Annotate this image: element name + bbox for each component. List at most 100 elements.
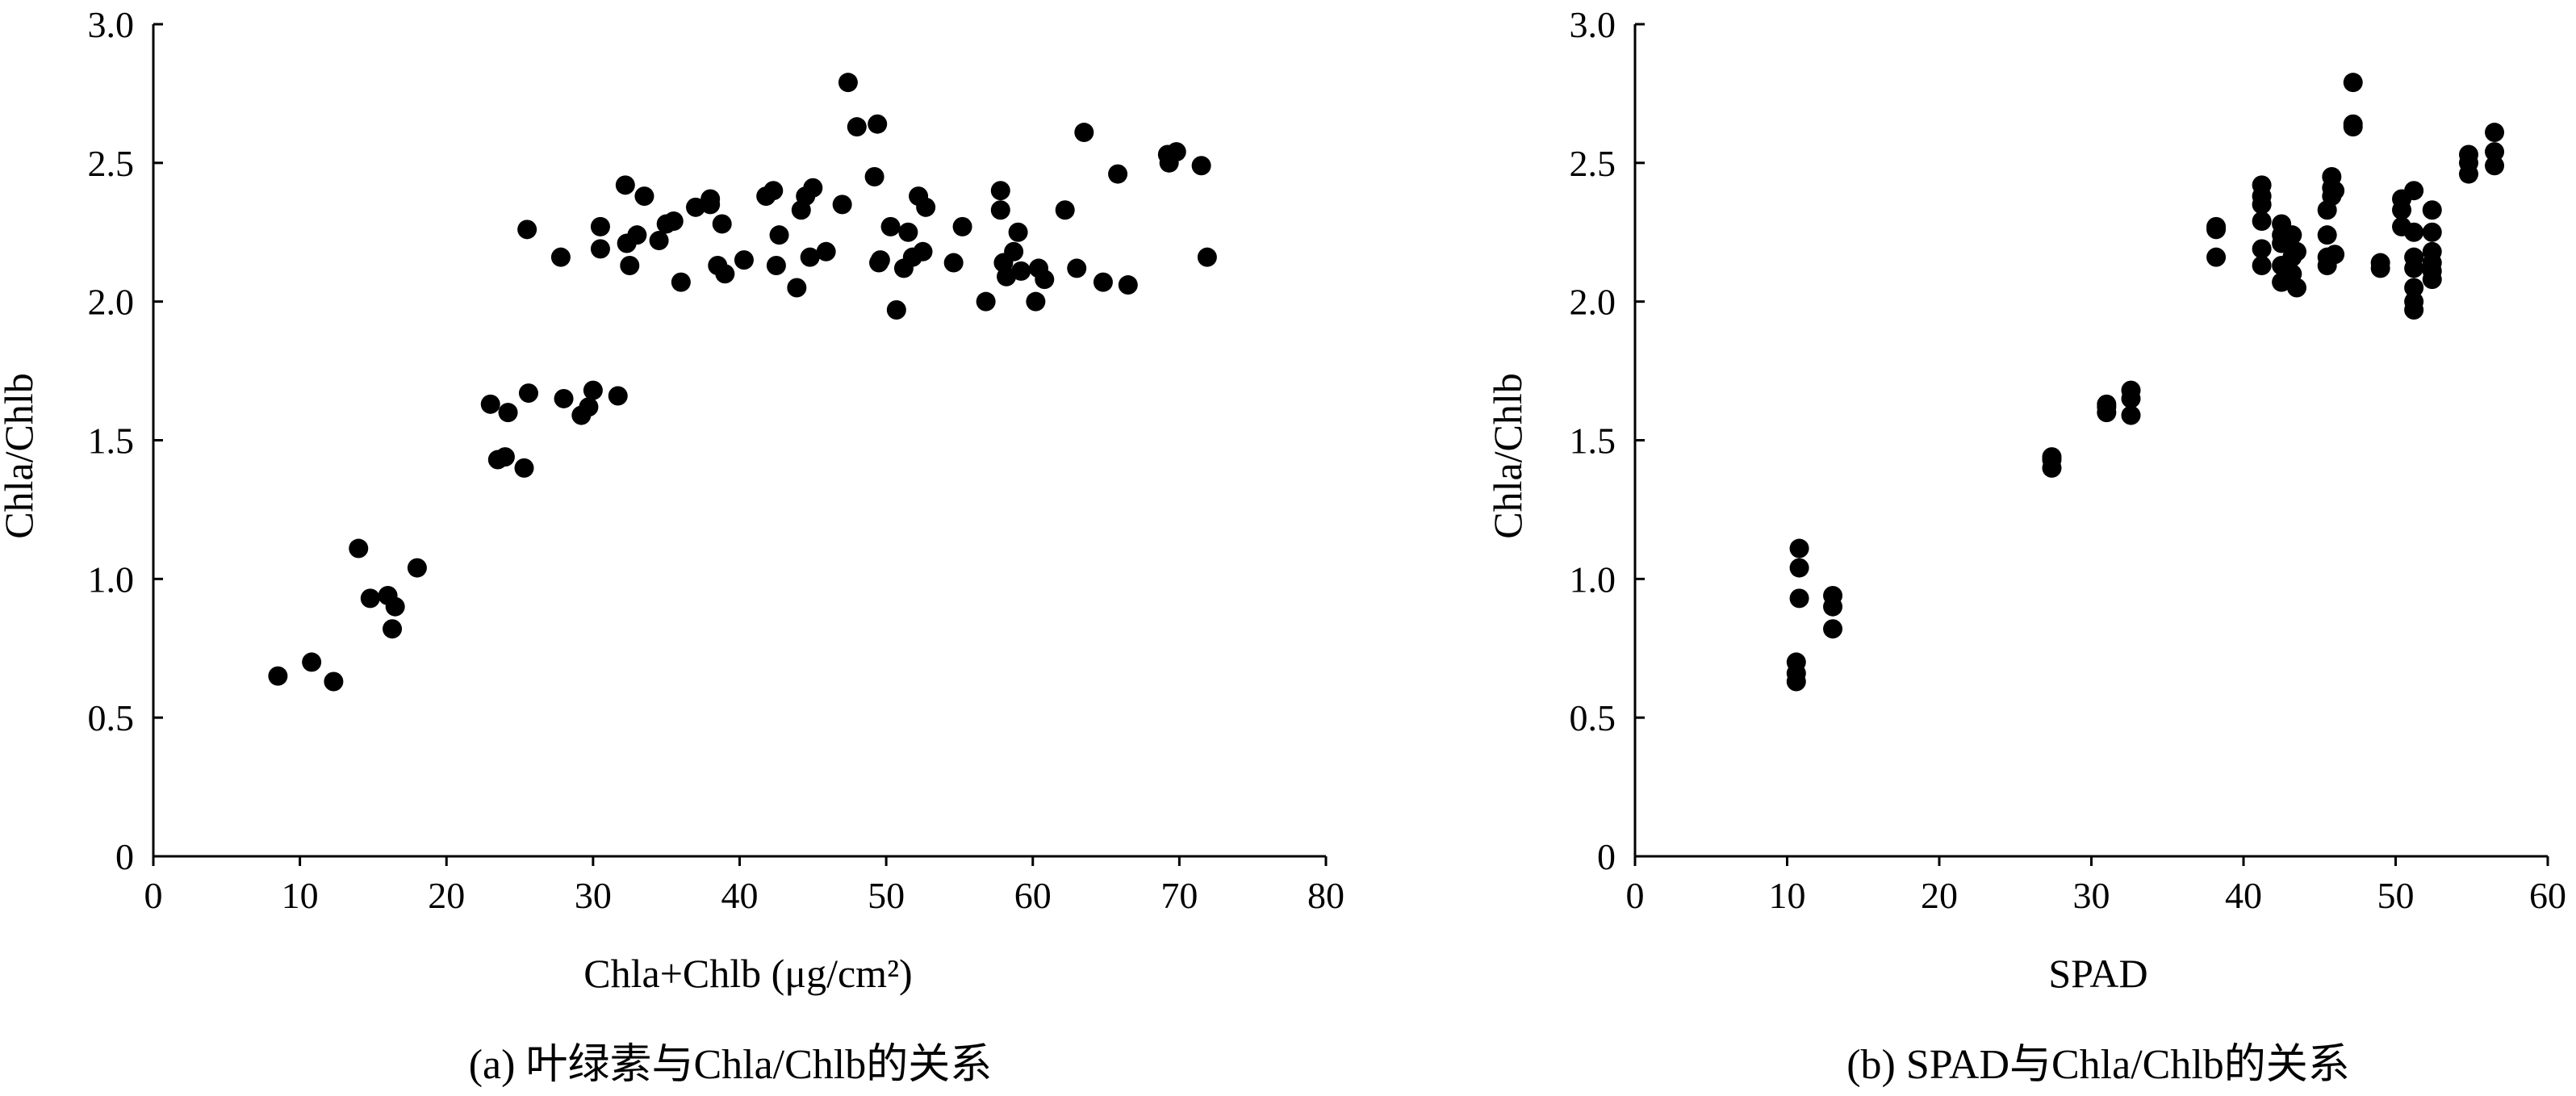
panel-b-scatter-chart: Chla/Chlb SPAD (b) SPAD与Chla/Chlb的关系 0 10… bbox=[1485, 4, 2566, 1088]
panel-a-y-tick-label: 0 bbox=[115, 836, 134, 877]
panel-a-data-point bbox=[495, 447, 515, 467]
panel-a-data-point bbox=[579, 397, 599, 417]
panel-b-x-axis-title: SPAD bbox=[2048, 951, 2147, 996]
panel-b-y-tick-label: 0 bbox=[1597, 836, 1616, 877]
panel-a-data-point bbox=[1197, 247, 1217, 267]
panel-a-y-tick-label: 0.5 bbox=[88, 697, 135, 738]
panel-a-data-point bbox=[686, 197, 706, 217]
panel-b-data-point bbox=[2370, 253, 2390, 273]
panel-b-data-point bbox=[2343, 73, 2363, 93]
panel-b-data-point bbox=[2121, 405, 2141, 425]
panel-b-data-point bbox=[2325, 245, 2345, 265]
panel-b-data-point bbox=[2422, 222, 2442, 242]
panel-a-data-point bbox=[898, 222, 918, 242]
panel-b-data-point bbox=[2206, 216, 2227, 236]
panel-b-data-point bbox=[2282, 225, 2302, 245]
panel-a-data-point bbox=[763, 181, 784, 201]
panel-a-data-point bbox=[385, 596, 405, 617]
panel-a-data-point bbox=[769, 225, 789, 245]
panel-a-data-point bbox=[1004, 241, 1024, 261]
panel-b-data-point bbox=[1786, 652, 1806, 672]
panel-a-data-point bbox=[302, 652, 322, 672]
panel-a-data-point bbox=[1093, 272, 1113, 292]
panel-a-y-tick-label: 2.0 bbox=[88, 282, 135, 323]
panel-b-y-tick-label: 1.0 bbox=[1570, 558, 1616, 600]
panel-b-data-point bbox=[1823, 585, 1843, 605]
panel-a-data-point bbox=[864, 167, 884, 187]
panel-a-data-point bbox=[514, 458, 534, 478]
panel-a-data-point bbox=[671, 272, 691, 292]
panel-a-data-point bbox=[615, 175, 635, 195]
panel-a-data-point bbox=[268, 666, 288, 686]
panel-b-data-point bbox=[2404, 247, 2424, 267]
panel-b-y-axis-title: Chla/Chlb bbox=[1485, 373, 1530, 539]
panel-b-data-point bbox=[2422, 241, 2442, 261]
panel-a-data-point bbox=[620, 255, 640, 275]
panel-a-data-point bbox=[360, 588, 380, 609]
panel-a-x-tick-label: 60 bbox=[1014, 875, 1052, 916]
panel-b-data-point bbox=[2317, 225, 2337, 245]
panel-a-data-point bbox=[663, 211, 684, 232]
panel-a-data-point bbox=[590, 239, 610, 259]
panel-b-data-point bbox=[2325, 181, 2345, 201]
panel-a-x-tick-label: 80 bbox=[1307, 875, 1344, 916]
panel-a-data-point bbox=[952, 216, 972, 236]
panel-a-data-point bbox=[997, 266, 1017, 287]
panel-a-data-point bbox=[712, 214, 732, 234]
panel-a-data-point bbox=[870, 250, 890, 270]
panel-a-x-tick-label: 70 bbox=[1160, 875, 1198, 916]
panel-b-data-point bbox=[2422, 200, 2442, 220]
panel-a-y-tick-label: 2.5 bbox=[88, 143, 135, 184]
panel-b-data-point bbox=[2404, 291, 2424, 312]
panel-b-x-tick-label: 50 bbox=[2377, 875, 2415, 916]
panel-a-data-point bbox=[1008, 222, 1028, 242]
panel-b-y-tick-label: 1.5 bbox=[1570, 420, 1616, 462]
panel-b-y-tick-label: 2.5 bbox=[1570, 143, 1616, 184]
panel-a-data-point bbox=[649, 231, 669, 251]
panel-b-data-point bbox=[1789, 588, 1809, 609]
panel-a-data-point bbox=[800, 247, 820, 267]
panel-a-data-point bbox=[880, 216, 901, 236]
panel-a-data-point bbox=[868, 114, 888, 134]
panel-b-data-point bbox=[2343, 114, 2363, 134]
panel-b-data-point bbox=[1789, 538, 1809, 558]
panel-a-data-point bbox=[324, 671, 344, 692]
panel-a-data-point bbox=[838, 73, 858, 93]
panel-b-data-point bbox=[2485, 142, 2505, 162]
panel-a-data-point bbox=[990, 200, 1010, 220]
panel-a-data-point bbox=[1055, 200, 1075, 220]
panel-a-data-point bbox=[700, 195, 721, 215]
panel-a-data-point bbox=[634, 186, 654, 207]
panel-a-y-tick-label: 1.5 bbox=[88, 420, 135, 462]
panel-b-x-tick-label: 60 bbox=[2529, 875, 2566, 916]
panel-a-y-tick-label: 3.0 bbox=[88, 4, 135, 45]
panel-a-scatter-chart: Chla/Chlb Chla+Chlb (μg/cm²) (a) 叶绿素与Chl… bbox=[0, 4, 1344, 1088]
panel-a-data-point bbox=[1074, 123, 1094, 143]
panel-a-data-point bbox=[1191, 156, 1211, 176]
panel-b-data-point bbox=[2121, 380, 2141, 400]
panel-b-data-point bbox=[2404, 181, 2424, 201]
panel-b-x-tick-label: 40 bbox=[2225, 875, 2262, 916]
panel-b-data-point bbox=[2404, 222, 2424, 242]
panel-b-x-tick-label: 20 bbox=[1921, 875, 1958, 916]
panel-a-y-tick-label: 1.0 bbox=[88, 558, 135, 600]
panel-a-data-point bbox=[518, 383, 538, 404]
panel-a-data-point bbox=[383, 619, 403, 639]
panel-a-x-tick-label: 40 bbox=[721, 875, 759, 916]
panel-b-data-point bbox=[2404, 278, 2424, 298]
panel-a-data-point bbox=[550, 247, 571, 267]
panel-a-data-point bbox=[943, 253, 964, 273]
panel-a-data-point bbox=[832, 195, 852, 215]
panel-a-data-point bbox=[1166, 142, 1186, 162]
panel-a-y-axis-title: Chla/Chlb bbox=[0, 373, 41, 539]
panel-a-data-point bbox=[913, 241, 933, 261]
panel-a-data-point bbox=[1011, 261, 1031, 281]
panel-a-data-point bbox=[627, 225, 647, 245]
panel-b-data-point bbox=[1789, 558, 1809, 578]
panel-b-data-point bbox=[2252, 211, 2272, 232]
panel-a-data-point bbox=[608, 386, 628, 406]
panel-a-x-tick-label: 50 bbox=[868, 875, 905, 916]
panel-a-x-axis-title: Chla+Chlb (μg/cm²) bbox=[583, 951, 912, 996]
panel-a-data-point bbox=[1067, 258, 1087, 278]
